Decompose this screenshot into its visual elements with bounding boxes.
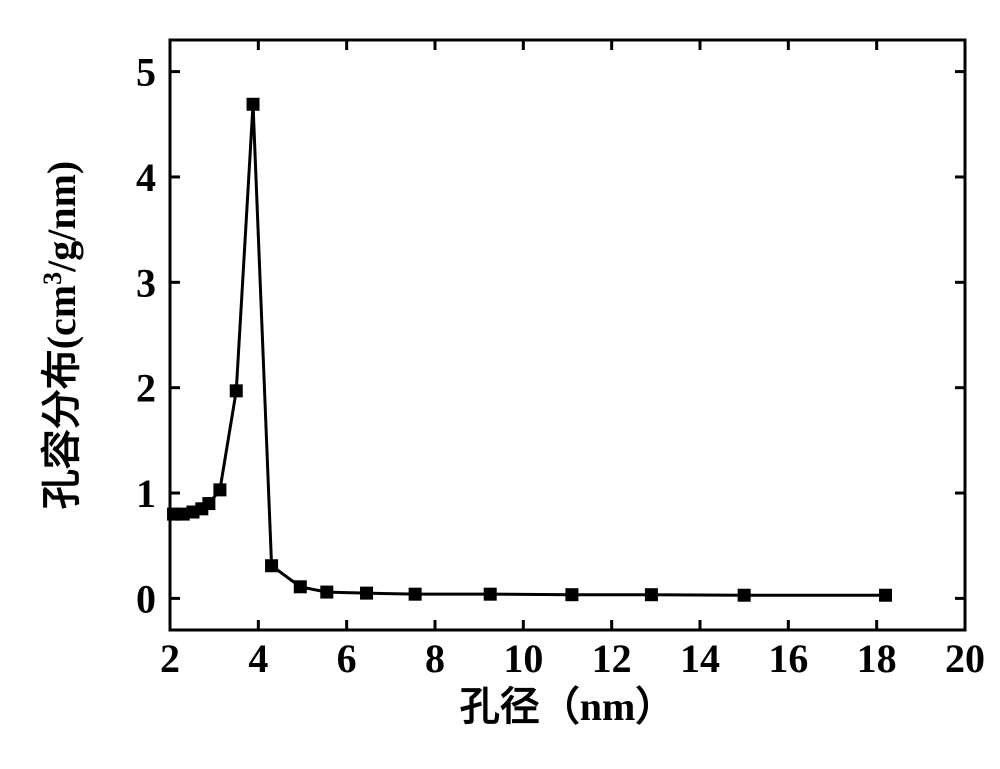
x-tick-label: 4	[248, 636, 268, 681]
y-tick-label: 3	[136, 260, 156, 305]
series-marker	[880, 589, 892, 601]
y-tick-label: 4	[136, 155, 156, 200]
series-marker	[230, 385, 242, 397]
series-marker	[566, 589, 578, 601]
y-tick-label: 0	[136, 576, 156, 621]
series-marker	[321, 586, 333, 598]
x-tick-label: 2	[160, 636, 180, 681]
series-marker	[484, 588, 496, 600]
series-marker	[203, 498, 215, 510]
series-marker	[247, 98, 259, 110]
x-tick-label: 14	[680, 636, 720, 681]
y-axis-title: 孔容分布(cm3/g/nm)	[38, 161, 85, 510]
x-tick-label: 10	[503, 636, 543, 681]
x-tick-label: 20	[945, 636, 985, 681]
y-tick-label: 1	[136, 471, 156, 516]
series-marker	[738, 589, 750, 601]
series-marker	[266, 560, 278, 572]
series-marker	[409, 588, 421, 600]
y-tick-label: 2	[136, 366, 156, 411]
x-tick-label: 6	[337, 636, 357, 681]
x-tick-label: 12	[592, 636, 632, 681]
x-tick-label: 8	[425, 636, 445, 681]
series-marker	[214, 484, 226, 496]
series-marker	[294, 581, 306, 593]
pore-distribution-chart: 2468101214161820012345孔径（nm）孔容分布(cm3/g/n…	[0, 0, 1000, 769]
x-tick-label: 18	[857, 636, 897, 681]
x-axis-title: 孔径（nm）	[460, 684, 676, 729]
x-tick-label: 16	[768, 636, 808, 681]
series-marker	[645, 589, 657, 601]
chart-svg: 2468101214161820012345孔径（nm）孔容分布(cm3/g/n…	[0, 0, 1000, 769]
series-marker	[361, 587, 373, 599]
y-tick-label: 5	[136, 50, 156, 95]
